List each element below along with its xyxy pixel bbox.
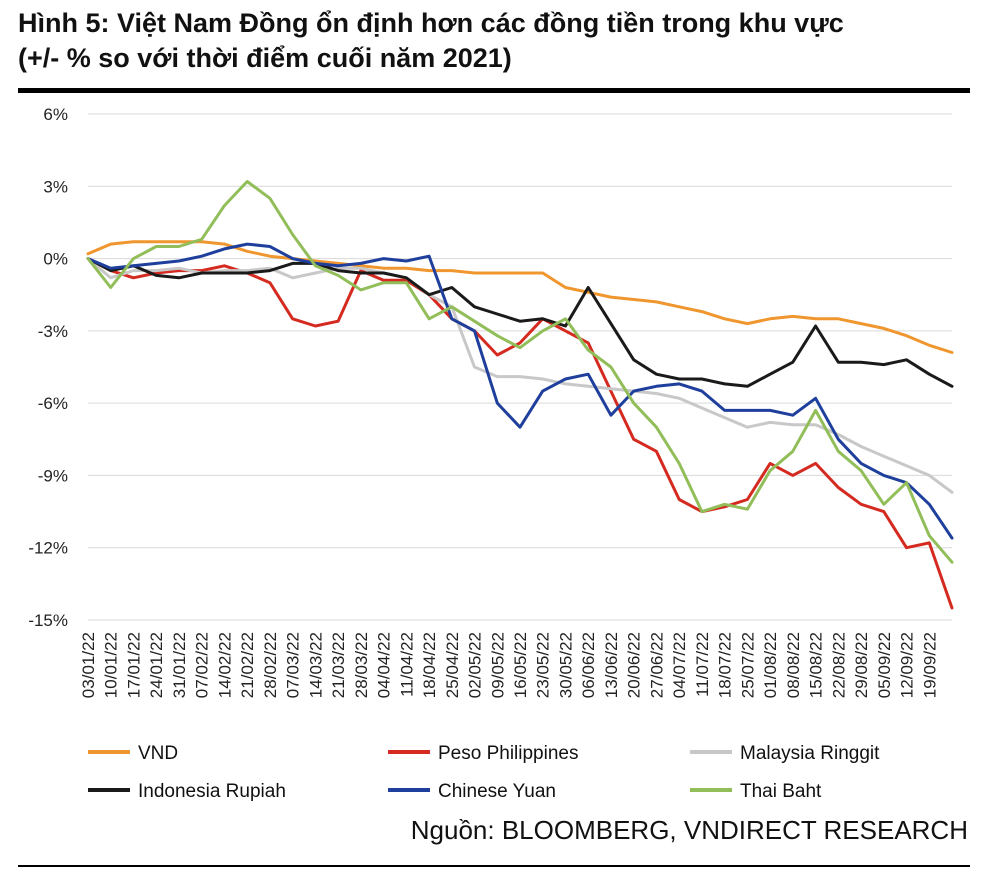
x-tick-label: 11/07/22 [693, 632, 712, 697]
series-line-chinese-yuan [86, 242, 954, 540]
legend-label-chinese-yuan: Chinese Yuan [438, 781, 556, 802]
x-tick-label: 30/05/22 [556, 632, 575, 698]
x-tick-label: 11/04/22 [397, 632, 416, 697]
y-axis-ticks: 6% 3% 0% -3% -6% -9% -12% -15% [28, 105, 68, 630]
y-tick-label: -6% [38, 394, 68, 413]
chart-title-line-2: (+/- % so với thời điểm cuối năm 2021) [18, 43, 512, 73]
legend-label-indonesia-rupiah: Indonesia Rupiah [138, 781, 286, 802]
x-tick-label: 01/08/22 [761, 632, 780, 698]
x-tick-label: 17/01/22 [124, 632, 143, 698]
x-tick-label: 23/05/22 [534, 632, 553, 698]
x-tick-label: 27/06/22 [647, 632, 666, 698]
x-tick-label: 21/03/22 [329, 632, 348, 698]
x-tick-label: 24/01/22 [147, 632, 166, 698]
bottom-rule [18, 865, 970, 867]
x-tick-label: 25/04/22 [443, 632, 462, 698]
x-tick-label: 12/09/22 [898, 632, 917, 698]
x-tick-label: 08/08/22 [784, 632, 803, 698]
legend-label-vnd: VND [138, 743, 178, 764]
x-tick-label: 14/02/22 [215, 632, 234, 698]
x-tick-label: 28/03/22 [352, 632, 371, 698]
legend-label-peso-philippines: Peso Philippines [438, 743, 578, 764]
source-note: Nguồn: BLOOMBERG, VNDIRECT RESEARCH [410, 815, 968, 845]
y-tick-label: -9% [38, 466, 68, 485]
x-tick-label: 06/06/22 [579, 632, 598, 698]
chart-title: Hình 5: Việt Nam Đồng ổn định hơn các đồ… [18, 6, 978, 76]
y-tick-label: 0% [43, 250, 68, 269]
x-tick-label: 07/03/22 [284, 632, 303, 698]
series-line-indonesia-rupiah [86, 257, 954, 388]
title-rule [18, 88, 970, 93]
x-tick-label: 02/05/22 [466, 632, 485, 698]
chart-title-line-1: Hình 5: Việt Nam Đồng ổn định hơn các đồ… [18, 8, 844, 38]
x-tick-label: 29/08/22 [852, 632, 871, 698]
x-tick-label: 05/09/22 [875, 632, 894, 698]
legend-label-malaysia-ringgit: Malaysia Ringgit [740, 743, 880, 764]
x-tick-label: 20/06/22 [625, 632, 644, 698]
y-tick-label: 3% [43, 177, 68, 196]
x-tick-label: 16/05/22 [511, 632, 530, 698]
x-tick-label: 15/08/22 [807, 632, 826, 698]
x-tick-label: 14/03/22 [306, 632, 325, 698]
x-tick-label: 19/09/22 [920, 632, 939, 698]
x-tick-label: 09/05/22 [488, 632, 507, 698]
series-lines [86, 180, 954, 610]
grid-lines [88, 113, 952, 621]
x-axis-ticks: 03/01/22 10/01/22 17/01/22 24/01/22 31/01/22… [79, 632, 939, 698]
x-tick-label: 03/01/22 [79, 632, 98, 698]
series-line-peso-philippines [86, 257, 954, 610]
x-tick-label: 21/02/22 [238, 632, 257, 698]
y-tick-label: -15% [28, 611, 68, 630]
x-tick-label: 10/01/22 [102, 632, 121, 698]
x-tick-label: 25/07/22 [738, 632, 757, 698]
x-tick-label: 07/02/22 [193, 632, 212, 698]
legend: VND Peso Philippines Malaysia Ringgit Indon… [88, 743, 880, 802]
legend-label-thai-baht: Thai Baht [740, 781, 822, 802]
series-line-malaysia-ringgit [86, 257, 954, 494]
x-tick-label: 31/01/22 [170, 632, 189, 698]
y-tick-label: 6% [43, 105, 68, 124]
x-tick-label: 04/07/22 [670, 632, 689, 698]
y-tick-label: -12% [28, 539, 68, 558]
x-tick-label: 18/04/22 [420, 632, 439, 698]
x-tick-label: 22/08/22 [829, 632, 848, 698]
x-tick-label: 28/02/22 [261, 632, 280, 698]
x-tick-label: 13/06/22 [602, 632, 621, 698]
x-tick-label: 04/04/22 [375, 632, 394, 698]
y-tick-label: -3% [38, 322, 68, 341]
series-line-thai-baht [86, 180, 954, 564]
x-tick-label: 18/07/22 [716, 632, 735, 698]
